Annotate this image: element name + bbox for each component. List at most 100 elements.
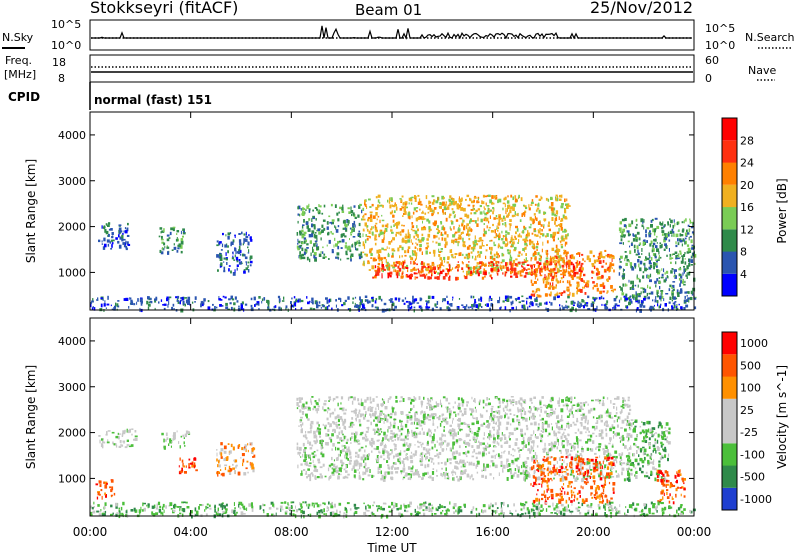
power-range-cell [646,257,650,260]
power-range-cell [418,198,421,203]
velocity-range-cell [488,436,491,441]
power-range-cell [301,207,305,211]
power-range-cell [566,205,569,209]
velocity-range-cell [400,472,403,475]
power-range-cell [428,220,431,224]
power-range-cell [362,243,365,247]
power-range-cell [306,247,309,249]
velocity-range-cell [360,402,364,407]
power-range-cell [414,272,418,275]
power-range-cell [458,204,461,209]
velocity-range-cell [620,438,624,442]
velocity-range-cell [441,467,443,470]
power-range-cell [297,298,301,303]
velocity-range-cell [490,455,494,459]
power-range-cell [362,251,365,254]
velocity-range-cell [545,428,548,433]
velocity-range-cell [526,457,530,460]
velocity-range-cell [534,457,537,461]
power-range-cell [168,298,170,301]
power-range-cell [547,260,551,264]
velocity-range-cell [185,465,187,468]
power-range-cell [180,297,183,300]
power-range-cell [401,299,405,302]
power-range-cell [456,203,459,207]
velocity-range-cell [452,445,454,450]
power-range-cell [444,243,447,248]
power-range-cell [358,241,361,245]
velocity-range-cell [553,433,556,437]
power-range-cell [117,300,120,302]
power-range-cell [468,237,471,241]
velocity-range-cell [585,431,587,434]
power-range-cell [562,306,565,310]
power-range-cell [466,233,469,236]
power-range-cell [362,241,365,245]
power-range-cell [656,295,659,298]
power-range-cell [499,266,502,270]
power-range-cell [585,304,589,307]
velocity-range-cell [616,460,618,464]
power-range-cell [155,296,158,300]
power-range-cell [236,251,239,254]
power-range-cell [439,264,442,269]
velocity-range-cell [365,445,367,448]
velocity-range-cell [378,419,381,423]
power-range-cell [535,234,539,237]
power-range-cell [444,212,446,215]
power-range-cell [176,237,178,239]
velocity-range-cell [429,452,431,456]
power-range-cell [402,215,404,217]
velocity-range-cell [227,443,230,445]
power-range-cell [126,241,129,245]
power-range-cell [352,297,355,300]
velocity-range-cell [251,442,253,446]
power-range-cell [489,274,491,277]
power-range-cell [545,293,548,297]
power-range-cell [238,261,242,265]
power-range-cell [635,218,638,221]
velocity-range-cell [348,396,351,399]
velocity-range-cell [503,464,506,469]
velocity-range-cell [621,419,625,424]
velocity-range-cell [498,411,501,415]
velocity-range-cell [434,429,436,432]
velocity-range-cell [529,416,531,421]
velocity-range-cell [298,425,300,427]
power-range-cell [402,202,405,206]
power-range-cell [243,238,246,242]
power-range-cell [253,296,256,301]
power-range-cell [359,301,362,306]
velocity-range-cell [451,471,453,474]
power-range-cell [433,234,436,239]
velocity-range-cell [488,398,490,400]
velocity-range-cell [496,441,498,445]
power-range-cell [467,306,470,309]
velocity-range-cell [404,423,408,428]
power-range-cell [453,239,455,243]
freq-label: Freq. [5,54,32,67]
velocity-range-cell [449,415,451,419]
power-range-cell [461,224,463,226]
power-range-cell [296,232,299,236]
velocity-range-cell [519,402,521,405]
velocity-range-cell [328,437,332,440]
power-range-cell [227,232,231,236]
velocity-range-cell [400,422,403,426]
power-range-cell [550,273,553,277]
velocity-range-cell [575,436,578,439]
power-range-cell [306,243,309,246]
power-range-cell [374,226,378,231]
power-range-cell [473,270,476,274]
power-range-cell [540,295,542,298]
power-range-cell [468,244,471,247]
power-range-cell [383,248,387,251]
power-range-cell [442,211,445,215]
power-range-cell [572,304,575,306]
velocity-range-cell [350,422,354,424]
power-range-cell [691,221,694,224]
velocity-range-cell [572,414,575,418]
velocity-range-cell [436,416,440,419]
power-range-cell [123,230,125,233]
velocity-range-cell [447,408,451,410]
